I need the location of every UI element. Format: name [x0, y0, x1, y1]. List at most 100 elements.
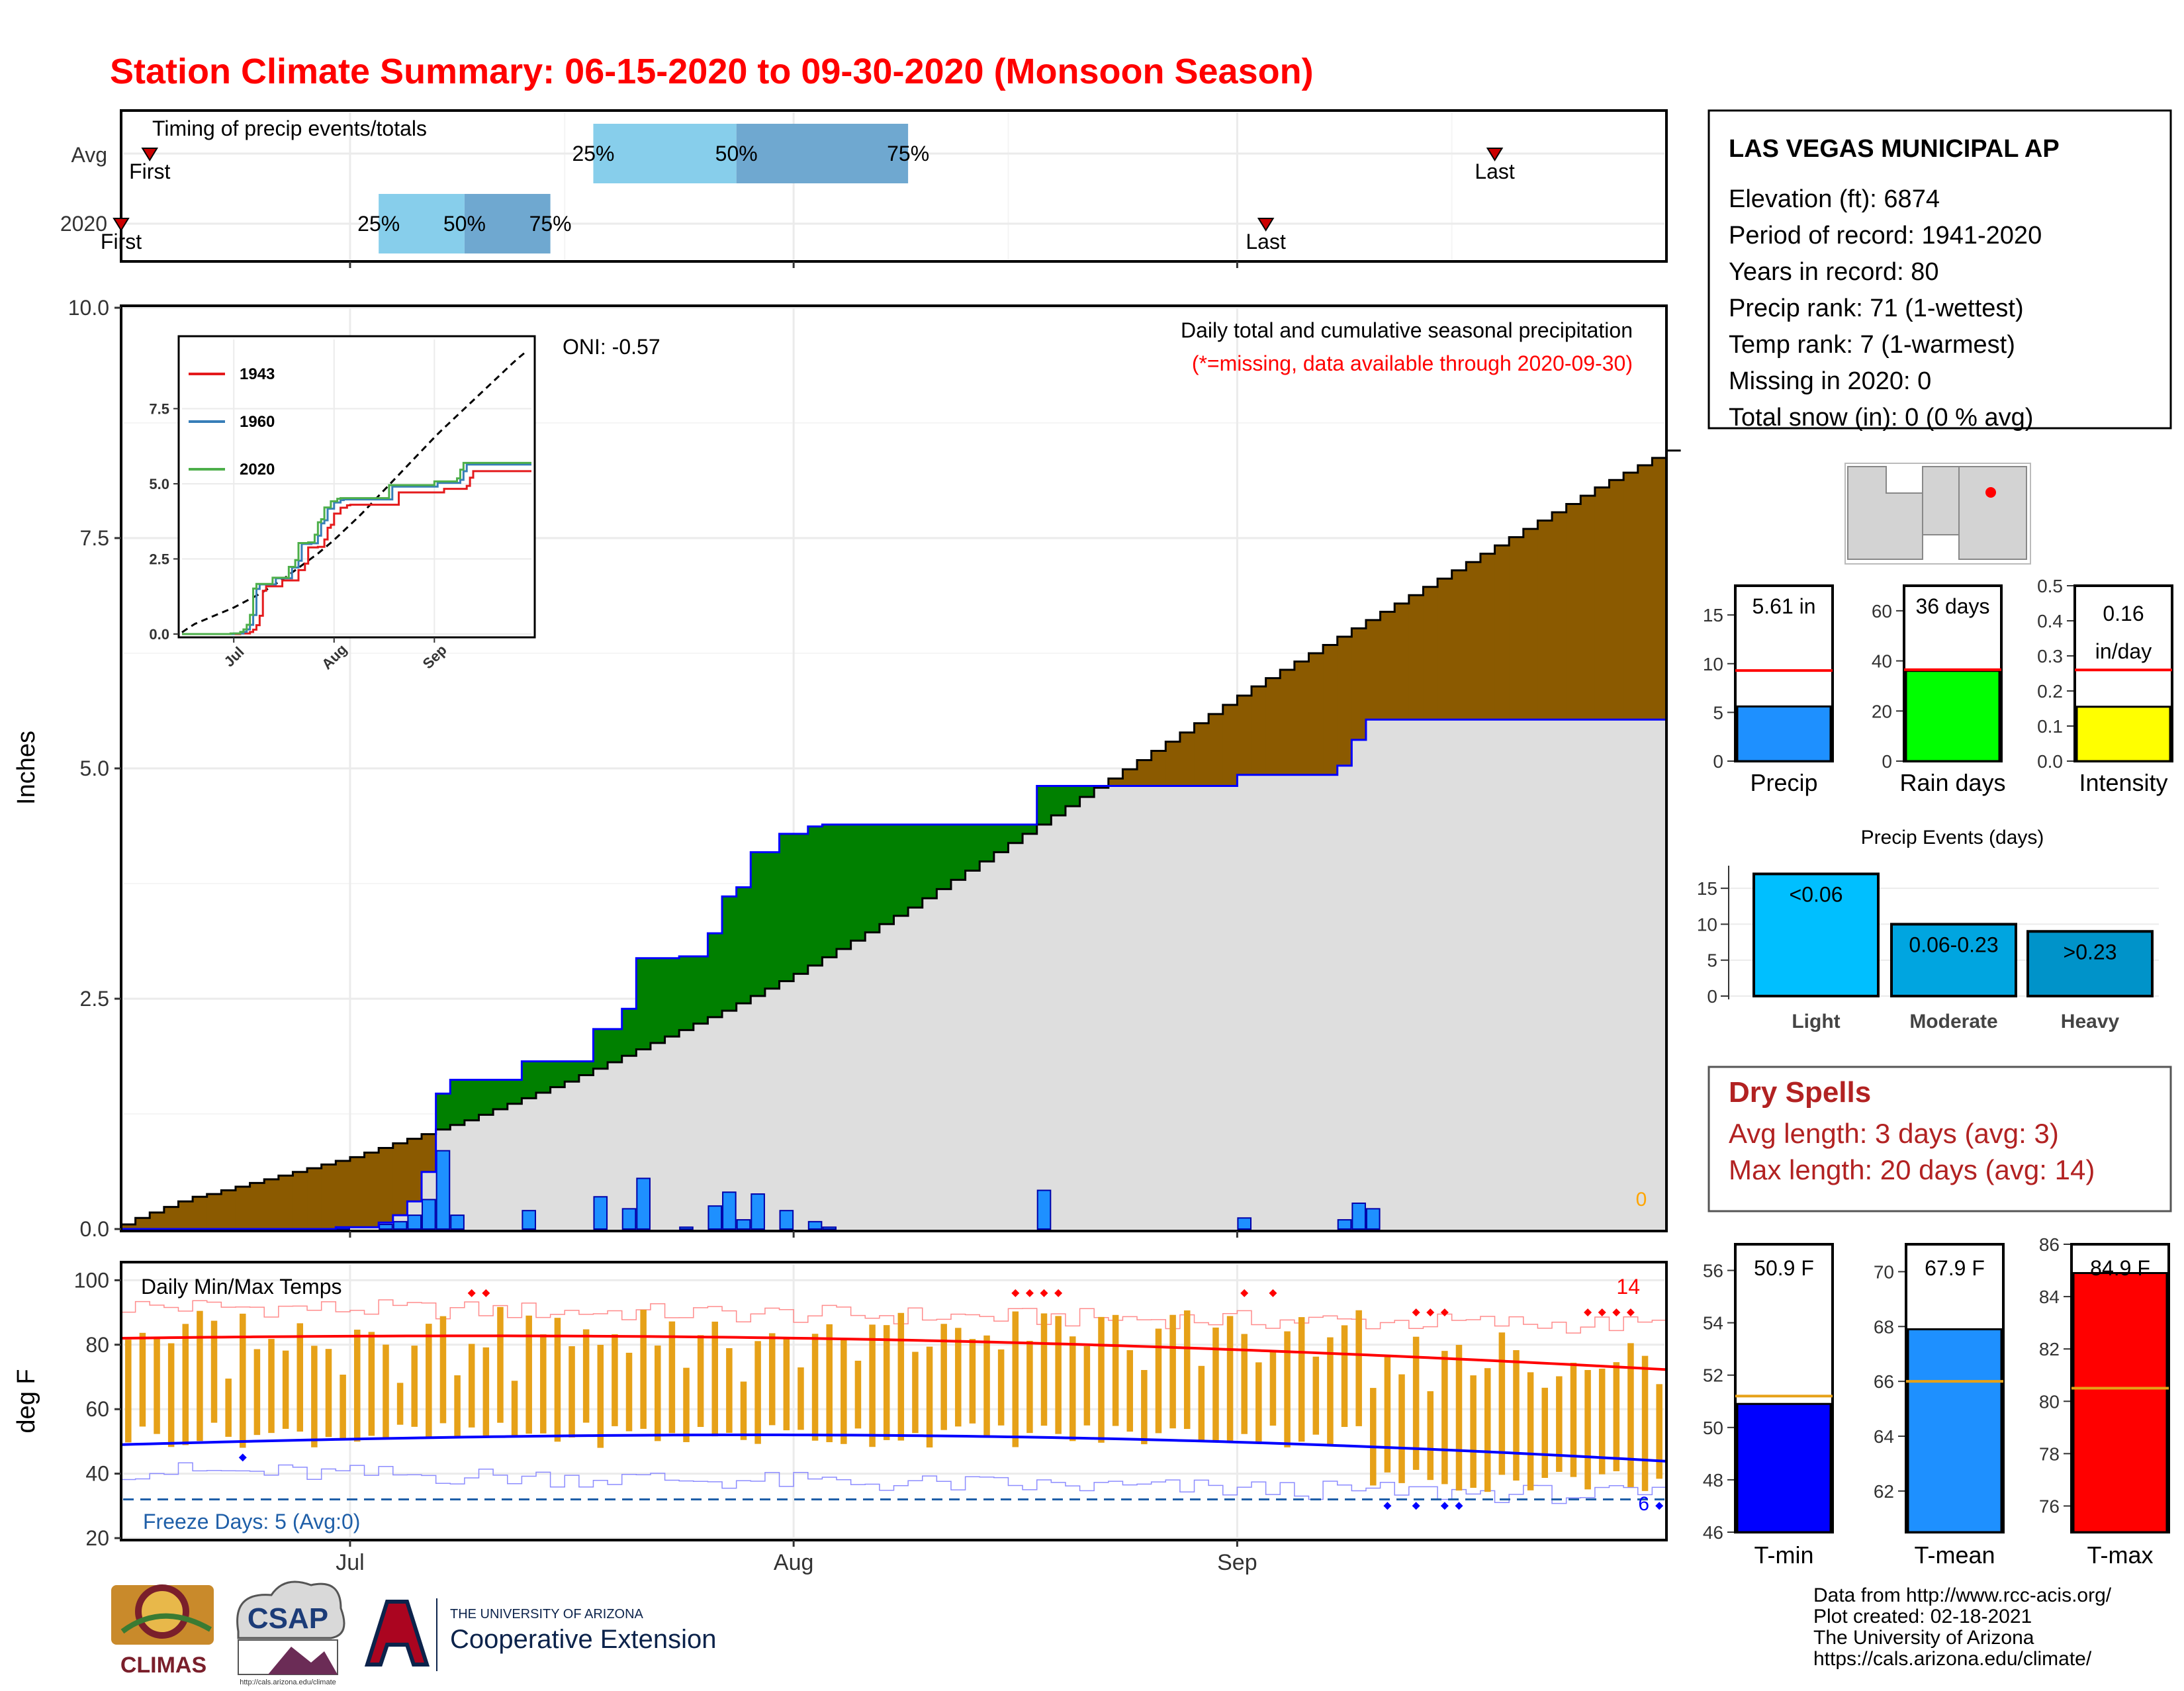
- temp-bar-y-tick-label: 78: [2039, 1443, 2060, 1464]
- daily-temp-range-bar: [1541, 1387, 1548, 1479]
- cumulative-difference-band: [993, 824, 1009, 852]
- daily-temp-range-bar: [711, 1321, 719, 1437]
- record-max-marker: [482, 1289, 490, 1297]
- cumulative-difference-band: [1351, 628, 1367, 740]
- cumulative-difference-band: [235, 1186, 251, 1229]
- daily-temp-range-bar: [1641, 1355, 1649, 1491]
- cumulative-difference-band: [1337, 636, 1352, 766]
- station-info-line: Elevation (ft): 6874: [1729, 185, 1940, 213]
- y-tick-label: 40: [85, 1462, 109, 1486]
- daily-temp-range-bar: [1455, 1345, 1463, 1491]
- events-y-tick-label: 5: [1707, 950, 1717, 971]
- daily-temp-range-bar: [1327, 1337, 1334, 1445]
- cumulative-difference-band: [1308, 653, 1324, 775]
- event-bar-range-label: <0.06: [1790, 882, 1843, 906]
- daily-temp-range-bar: [468, 1344, 475, 1428]
- temp-bar-y-tick-label: 62: [1874, 1481, 1894, 1502]
- daily-temp-range-bar: [1412, 1336, 1420, 1470]
- last-event-label: Last: [1246, 230, 1286, 253]
- daily-temp-range-bar: [296, 1323, 304, 1432]
- record-min-marker: [238, 1453, 247, 1462]
- events-y-tick-label: 0: [1707, 986, 1717, 1007]
- daily-temp-range-bar: [1312, 1356, 1320, 1435]
- inset-average-line: [181, 351, 526, 633]
- cumulative-difference-band: [1394, 603, 1410, 720]
- event-bar-label: Moderate: [1909, 1011, 1997, 1032]
- daily-temp-range-bar: [1055, 1316, 1062, 1434]
- daily-precip-bar: [392, 1220, 408, 1230]
- cumulative-difference-band: [865, 824, 880, 933]
- cumulative-difference-band: [336, 1160, 351, 1228]
- climas-logo-text: CLIMAS: [120, 1653, 206, 1678]
- cumulative-difference-band: [850, 824, 866, 941]
- station-info-line: Years in record: 80: [1729, 258, 1939, 286]
- timing-iqr-lower: [379, 194, 465, 253]
- cumulative-difference-band: [1451, 570, 1467, 720]
- mini-y-tick-label: 15: [1703, 605, 1723, 625]
- temp-panel-title: Daily Min/Max Temps: [141, 1275, 341, 1299]
- daily-temp-range-bar: [854, 1360, 862, 1429]
- record-min-marker: [1455, 1502, 1463, 1510]
- record-max-marker: [1240, 1289, 1249, 1297]
- timing-iqr-lower: [593, 124, 737, 183]
- credit-line: The University of Arizona: [1813, 1627, 2034, 1649]
- temp-bar-y-tick-label: 56: [1703, 1261, 1723, 1281]
- credit-line: https://cals.arizona.edu/climate/: [1813, 1648, 2092, 1670]
- daily-temp-range-bar: [1498, 1332, 1506, 1475]
- min-record-count: 6: [1638, 1493, 1649, 1515]
- page-title: Station Climate Summary: 06-15-2020 to 0…: [110, 52, 1314, 91]
- timing-percentile-label: 75%: [529, 212, 572, 236]
- timing-row-2020-label: 2020: [60, 212, 107, 236]
- daily-temp-range-bar: [1155, 1328, 1162, 1434]
- event-bar-range-label: 0.06-0.23: [1909, 933, 1998, 956]
- freeze-days-label: Freeze Days: 5 (Avg:0): [143, 1510, 360, 1533]
- daily-temp-range-bar: [1212, 1327, 1219, 1443]
- cumulative-difference-band: [936, 824, 952, 890]
- seasonal-total-bars: 0 5 10 15 5.61 in Precip 0 20 40 60 36 days Rain da…: [1703, 576, 2173, 796]
- temp-bar-y-tick-label: 48: [1703, 1470, 1723, 1490]
- cumulative-difference-band: [150, 1212, 165, 1229]
- x-tick-label: Jul: [336, 1550, 364, 1575]
- cumulative-difference-band: [1122, 769, 1138, 786]
- daily-temp-range-bar: [1284, 1331, 1291, 1447]
- mini-y-tick-label: 0.3: [2037, 646, 2063, 666]
- daily-temp-range-bar: [826, 1324, 833, 1443]
- daily-temp-range-bar: [125, 1340, 132, 1443]
- x-tick-label: Sep: [1217, 1550, 1257, 1575]
- daily-temp-range-bar: [182, 1324, 189, 1445]
- timing-percentile-label: 50%: [443, 212, 486, 236]
- first-event-label: First: [129, 160, 170, 183]
- daily-temp-range-bar: [797, 1367, 804, 1430]
- inset-y-tick-label: 2.5: [149, 551, 169, 567]
- y-tick-label: 7.5: [80, 526, 109, 550]
- record-max-marker: [1025, 1289, 1034, 1297]
- daily-temp-range-bar: [612, 1334, 618, 1426]
- event-bar-label: Heavy: [2061, 1011, 2120, 1032]
- cumulative-difference-band: [1523, 529, 1539, 720]
- daily-precip-bar: [379, 1224, 393, 1230]
- record-min-marker: [1383, 1502, 1392, 1510]
- cumulative-difference-band: [593, 1028, 608, 1069]
- daily-temp-range-bar: [640, 1309, 647, 1429]
- record-max-marker: [1584, 1308, 1592, 1317]
- cumulative-difference-band: [1108, 778, 1124, 786]
- daily-temp-range-bar: [1112, 1314, 1119, 1426]
- cumulative-difference-band: [908, 824, 923, 908]
- daily-temp-range-bar: [869, 1324, 876, 1447]
- temp-bar-value-label: 50.9 F: [1754, 1256, 1814, 1280]
- daily-temp-range-bar: [1355, 1310, 1362, 1426]
- cumulative-difference-band: [392, 1143, 408, 1216]
- y-tick-label: 60: [85, 1397, 109, 1421]
- cumulative-difference-band: [1023, 824, 1038, 834]
- inset-y-tick-label: 5.0: [149, 476, 169, 492]
- daily-temp-range-bar: [1269, 1351, 1277, 1426]
- cumulative-difference-band: [349, 1157, 365, 1228]
- daily-precip-bar: [407, 1214, 422, 1230]
- cumulative-difference-band: [264, 1179, 279, 1229]
- daily-temp-range-bar: [511, 1381, 518, 1438]
- temp-bar-y-tick-label: 64: [1874, 1426, 1894, 1447]
- cumulative-difference-band: [507, 1079, 522, 1104]
- average-cumulative-line: [121, 449, 1681, 1226]
- timing-percentile-label: 75%: [887, 142, 929, 165]
- daily-temp-range-bar: [597, 1344, 604, 1448]
